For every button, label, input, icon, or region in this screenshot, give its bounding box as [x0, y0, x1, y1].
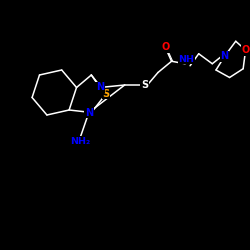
Text: S: S [141, 80, 148, 90]
Text: N: N [96, 82, 104, 92]
Text: O: O [161, 42, 170, 52]
Text: NH₂: NH₂ [70, 137, 90, 146]
Text: O: O [242, 45, 250, 55]
Text: N: N [220, 51, 229, 61]
Text: NH: NH [178, 55, 194, 64]
Text: S: S [102, 89, 110, 99]
Text: N: N [85, 108, 93, 118]
